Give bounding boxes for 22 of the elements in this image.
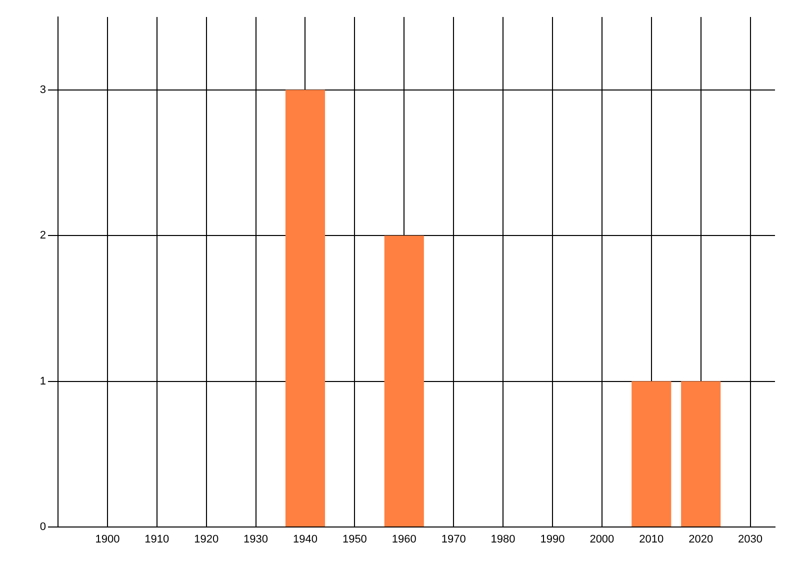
bar xyxy=(681,381,721,526)
x-tick-label: 1910 xyxy=(144,534,170,546)
x-tick-label: 1920 xyxy=(194,534,219,546)
x-tick-label: 2030 xyxy=(738,534,763,546)
x-tick-label: 1970 xyxy=(441,534,466,546)
y-tick-label: 2 xyxy=(40,230,46,242)
bar xyxy=(632,381,672,526)
x-tick-label: 1960 xyxy=(392,534,416,546)
x-tick-label: 2020 xyxy=(688,534,714,546)
x-tick-label: 1990 xyxy=(540,534,565,546)
x-tick-label: 1930 xyxy=(244,534,268,546)
x-tick-label: 2000 xyxy=(590,534,614,546)
bar xyxy=(285,90,326,526)
y-tick-label: 3 xyxy=(40,84,46,96)
x-tick-label: 1950 xyxy=(342,534,367,546)
bar xyxy=(384,236,424,526)
x-tick-label: 1940 xyxy=(293,534,318,546)
x-tick-label: 1900 xyxy=(95,534,120,546)
x-tick-label: 2010 xyxy=(639,534,664,546)
y-tick-label: 1 xyxy=(40,375,46,388)
x-tick-label: 1980 xyxy=(490,534,516,546)
y-tick-label: 0 xyxy=(40,521,46,534)
